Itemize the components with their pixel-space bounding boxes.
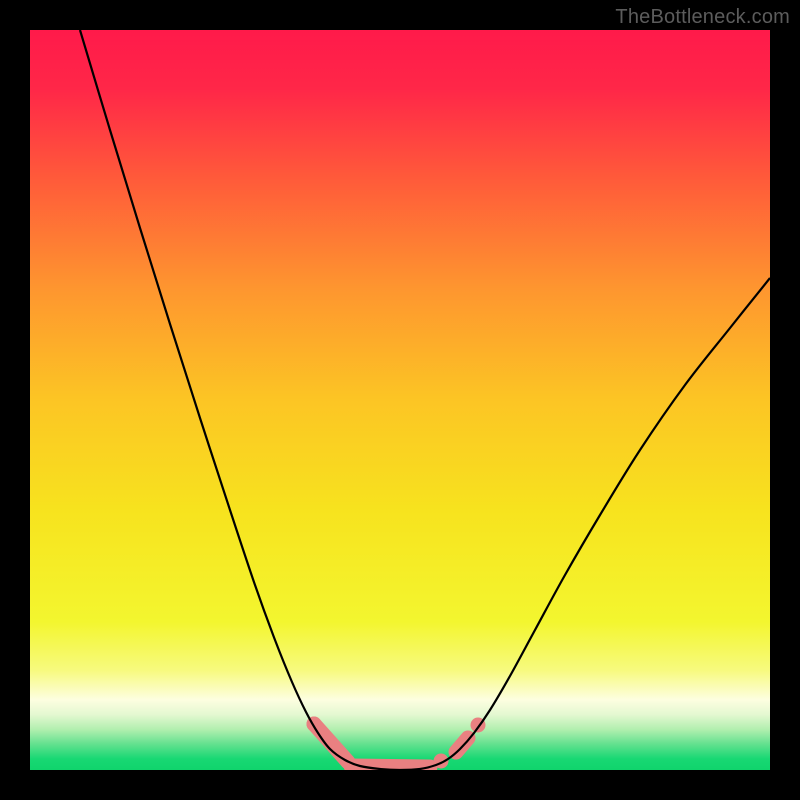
accent-marks — [307, 717, 486, 769]
bottleneck-curve — [80, 30, 770, 770]
watermark-text: TheBottleneck.com — [615, 6, 790, 29]
plot-area — [30, 30, 770, 770]
curve-layer — [30, 30, 770, 770]
